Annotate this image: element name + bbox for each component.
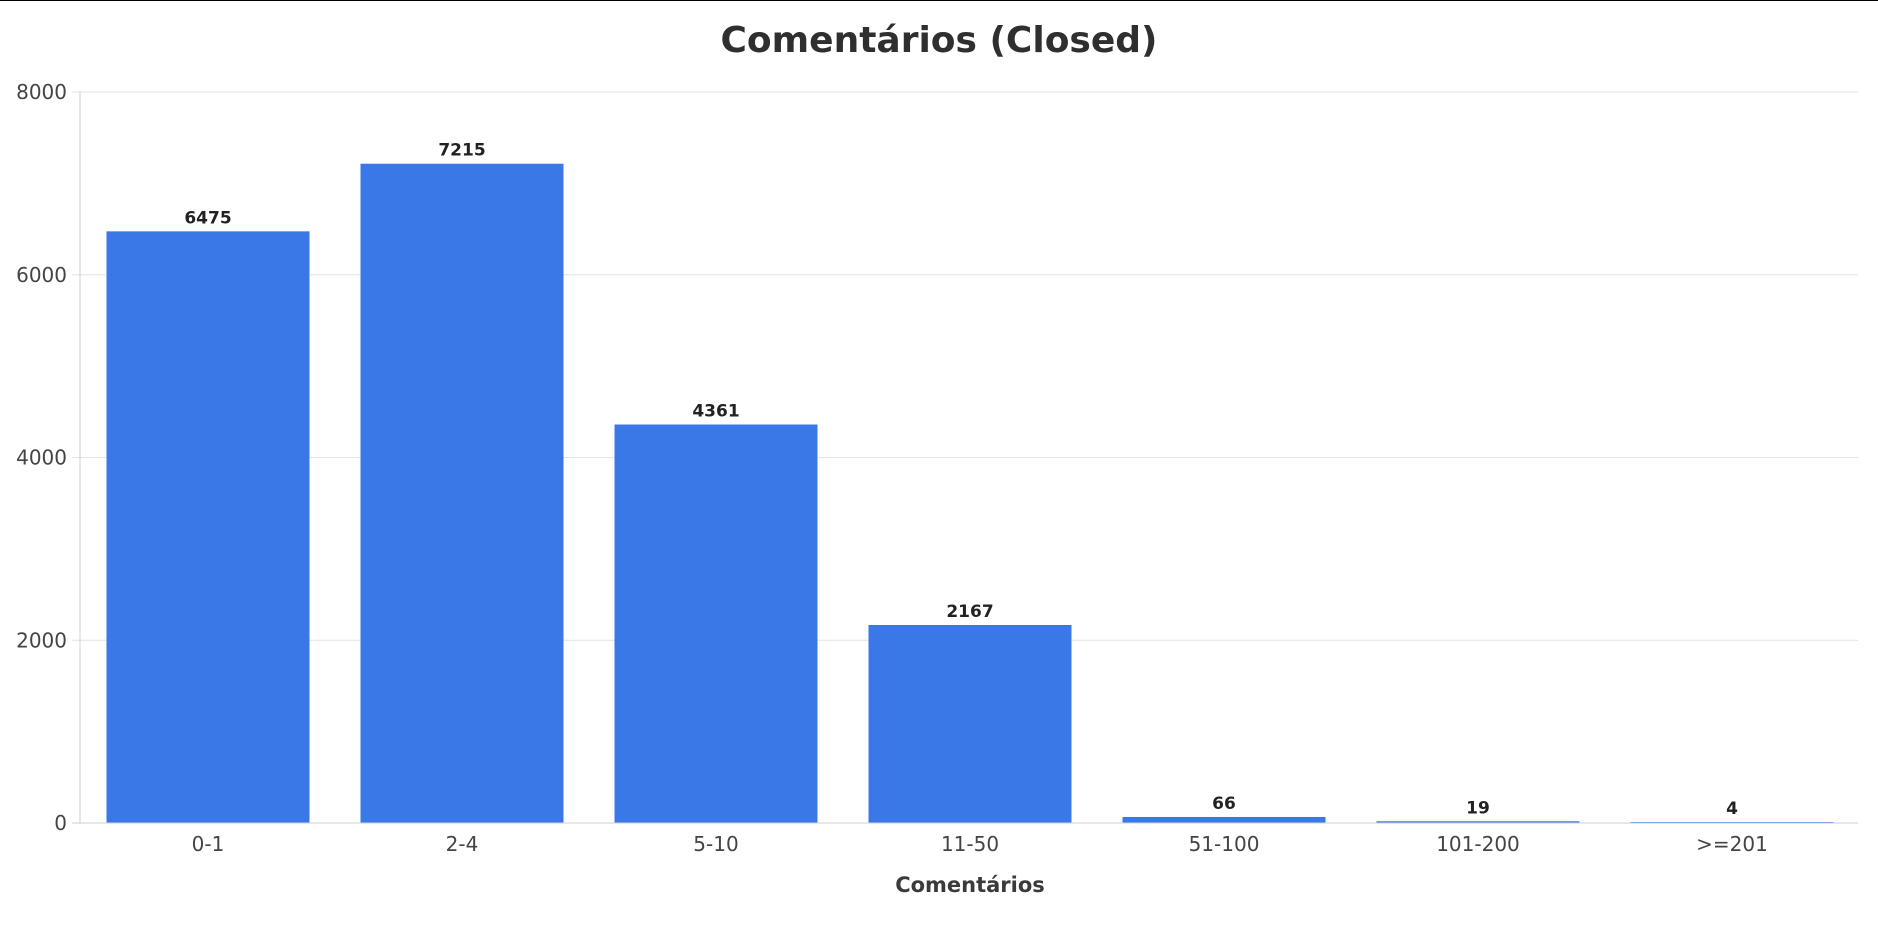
bar-5-10	[614, 424, 818, 823]
x-tick-label: 101-200	[1436, 832, 1520, 856]
x-tick-label: 51-100	[1189, 832, 1260, 856]
bar-101-200	[1376, 821, 1580, 823]
y-tick-label: 8000	[16, 80, 67, 104]
x-tick-label: >=201	[1696, 832, 1768, 856]
data-label: 66	[1212, 794, 1236, 814]
y-tick-label: 0	[54, 811, 67, 835]
bar-51-100	[1122, 816, 1326, 823]
chart-title: Comentários (Closed)	[720, 20, 1157, 61]
x-axis-title: Comentários	[895, 873, 1045, 897]
y-axis-ticks: 0 2000 4000 6000 8000	[16, 80, 67, 835]
top-border-line	[0, 0, 1878, 1]
bar-11-50	[868, 624, 1072, 823]
x-tick-label: 2-4	[446, 832, 479, 856]
data-label: 7215	[438, 141, 485, 161]
data-label: 4	[1726, 799, 1738, 819]
data-label: 2167	[946, 602, 993, 622]
data-label: 19	[1466, 798, 1490, 818]
x-tick-label: 5-10	[693, 832, 738, 856]
bar-0-1	[106, 231, 310, 824]
x-tick-label: 11-50	[941, 832, 999, 856]
grid-lines	[72, 91, 1858, 641]
x-tick-label: 0-1	[192, 832, 225, 856]
data-labels: 6475 7215 4361 2167 66 19 4	[184, 141, 1738, 819]
bar-2-4	[360, 163, 564, 823]
bars	[106, 163, 1834, 824]
y-tick-label: 4000	[16, 446, 67, 470]
data-label: 4361	[692, 402, 739, 422]
data-label: 6475	[184, 208, 231, 228]
x-axis-ticks: 0-1 2-4 5-10 11-50 51-100 101-200 >=201	[192, 832, 1768, 856]
y-tick-label: 2000	[16, 628, 67, 652]
y-tick-label: 6000	[16, 263, 67, 287]
